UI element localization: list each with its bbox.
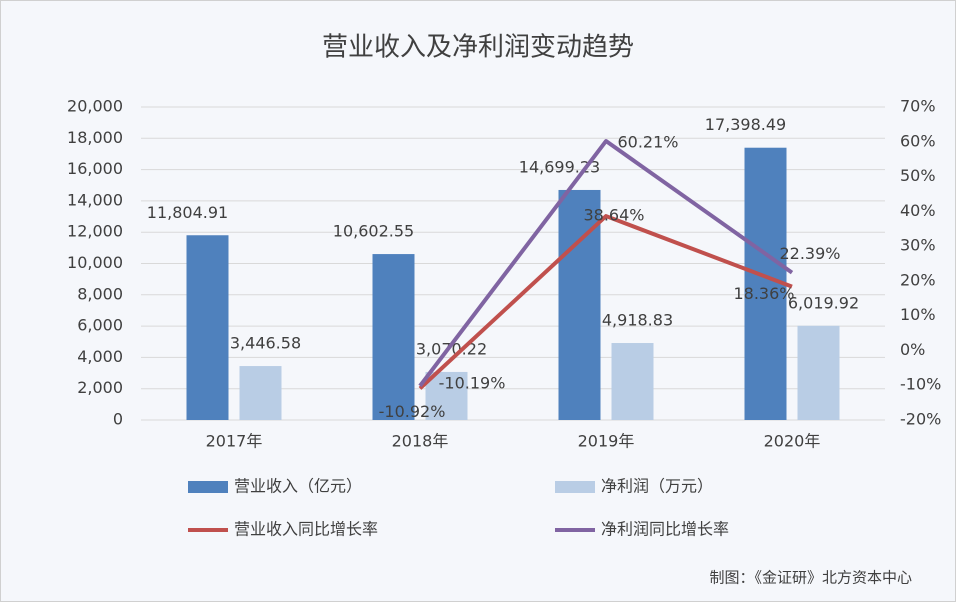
data-label: 22.39% (779, 244, 840, 263)
y2-tick-label: 0% (900, 340, 925, 359)
y-tick-label: 2,000 (77, 378, 123, 397)
data-label: 3,446.58 (230, 334, 301, 353)
data-label: -10.19% (439, 373, 506, 392)
data-label: 6,019.92 (788, 293, 859, 312)
line (418, 139, 794, 388)
y-tick-label: 20,000 (67, 97, 123, 116)
y2-tick-label: -10% (900, 375, 941, 394)
y2-tick-label: 50% (900, 166, 936, 185)
data-label: 4,918.83 (602, 311, 673, 330)
legend-swatch (555, 481, 595, 493)
legend-label: 营业收入（亿元） (234, 477, 362, 496)
y-tick-label: 8,000 (77, 284, 123, 303)
legend-label: 净利润同比增长率 (601, 520, 729, 539)
y-tick-label: 0 (113, 410, 123, 429)
bar (239, 366, 282, 420)
x-tick-label: 2018年 (392, 432, 449, 451)
data-label: 11,804.91 (147, 203, 228, 222)
data-label: -10.92% (379, 402, 446, 421)
source: 制图：《金证研》北方资本中心 (709, 569, 912, 587)
y2-tick-label: 40% (900, 201, 936, 220)
y-tick-label: 18,000 (67, 128, 123, 147)
legend-swatch (188, 481, 228, 493)
y2-tick-label: 20% (900, 270, 936, 289)
y2-tick-label: 10% (900, 305, 936, 324)
y-tick-label: 6,000 (77, 316, 123, 335)
data-label: 17,398.49 (705, 115, 786, 134)
data-label: 18.36% (733, 284, 794, 303)
y-tick-label: 14,000 (67, 190, 123, 209)
chart-title: 营业收入及净利润变动趋势 (322, 33, 634, 63)
bar (611, 343, 654, 420)
y-tick-label: 10,000 (67, 253, 123, 272)
data-label: 10,602.55 (333, 222, 414, 241)
bar (372, 254, 415, 420)
y-tick-label: 4,000 (77, 347, 123, 366)
x-tick-label: 2017年 (206, 432, 263, 451)
x-tick-label: 2019年 (578, 432, 635, 451)
data-label: 60.21% (617, 133, 678, 152)
bar (425, 371, 468, 420)
data-label: 38.64% (583, 206, 644, 225)
y2-tick-label: 30% (900, 236, 936, 255)
y2-tick-label: -20% (900, 410, 941, 429)
bar (797, 325, 840, 420)
legend-label: 净利润（万元） (601, 477, 713, 496)
y-tick-label: 16,000 (67, 159, 123, 178)
y2-tick-label: 70% (900, 97, 936, 116)
x-tick-label: 2020年 (764, 432, 821, 451)
bar (186, 235, 229, 420)
y2-tick-label: 60% (900, 131, 936, 150)
data-label: 14,699.23 (519, 157, 600, 176)
line (418, 214, 793, 390)
y-tick-label: 12,000 (67, 222, 123, 241)
legend-label: 营业收入同比增长率 (234, 520, 378, 539)
